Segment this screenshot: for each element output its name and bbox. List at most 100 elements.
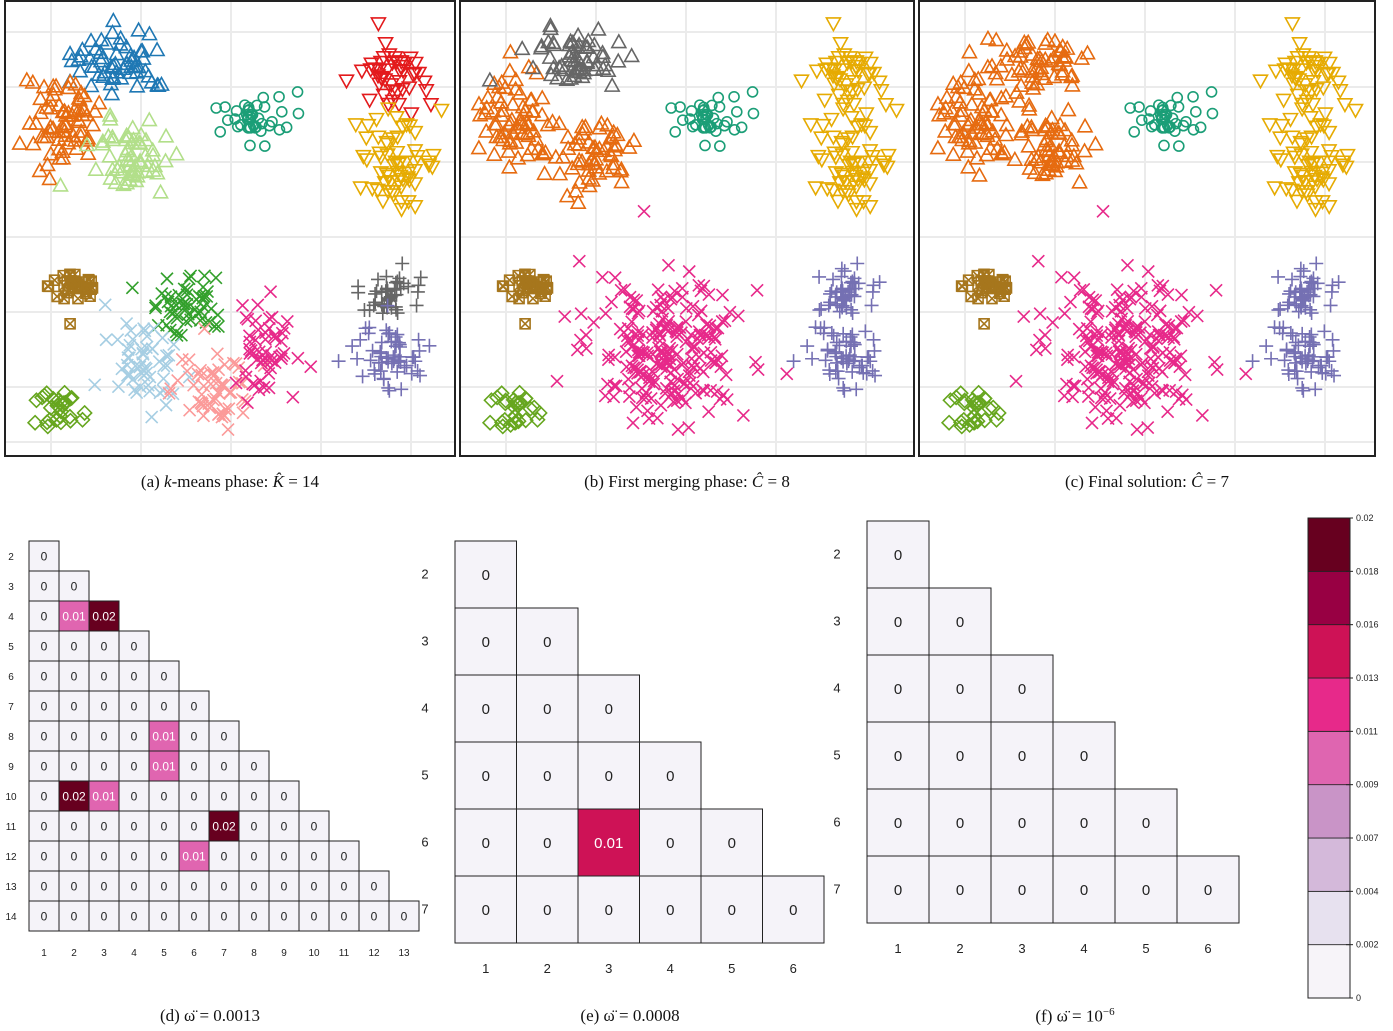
scatter-point <box>1285 328 1300 343</box>
scatter-point <box>148 301 163 315</box>
scatter-point <box>156 372 171 386</box>
scatter-point <box>32 90 49 106</box>
scatter-point <box>596 56 614 72</box>
scatter-point <box>390 274 405 289</box>
heatmap-cell <box>28 630 60 662</box>
colorbar-segment <box>1307 517 1351 572</box>
cell-value: 0 <box>251 909 258 923</box>
scatter-point <box>1316 107 1334 123</box>
scatter-point <box>846 276 861 291</box>
scatter-point <box>979 29 997 45</box>
scatter-point <box>573 152 591 168</box>
scatter-point <box>1051 41 1069 57</box>
cell-value: 0 <box>543 902 551 919</box>
scatter-point <box>1318 366 1333 381</box>
scatter-point <box>827 150 845 166</box>
scatter-point <box>304 360 318 374</box>
scatter-point <box>679 301 693 315</box>
scatter-point <box>1252 74 1269 90</box>
cell-value: 0 <box>161 699 168 713</box>
scatter-point <box>1293 137 1311 153</box>
scatter-point <box>554 148 572 164</box>
scatter-point <box>620 333 635 348</box>
scatter-point <box>493 106 510 122</box>
scatter-point <box>478 99 496 115</box>
scatter-point <box>1320 125 1338 141</box>
scatter-point <box>1207 355 1222 369</box>
cell-value: 0 <box>728 902 736 919</box>
heatmap-cell <box>1052 721 1116 790</box>
scatter-point <box>410 284 425 299</box>
scatter-point <box>401 173 418 189</box>
scatter-point <box>411 332 426 347</box>
scatter-cluster <box>955 268 1013 330</box>
scatter-point <box>719 368 733 382</box>
scatter-point <box>996 143 1013 159</box>
scatter-point <box>125 281 139 295</box>
cell-value: 0 <box>666 835 674 852</box>
scatter-point <box>522 400 539 417</box>
scatter-point <box>728 90 740 103</box>
scatter-point <box>835 281 850 296</box>
scatter-cluster <box>786 256 887 398</box>
cell-value: 0.02 <box>62 789 86 803</box>
scatter-point <box>696 113 709 126</box>
scatter-point <box>121 342 135 357</box>
colorbar-segment <box>1307 784 1351 839</box>
scatter-point <box>1063 136 1081 152</box>
cell-value: 0 <box>894 547 902 564</box>
scatter-point <box>864 298 879 313</box>
scatter-point <box>829 335 844 350</box>
cell-value: 0 <box>41 879 48 893</box>
scatter-point <box>548 69 566 85</box>
heatmap-f: 2 0 3 0 0 4 0 0 0 5 0 0 0 0 6 0 0 0 0 0 7 0 0 0 0 0 0 1 2 3 4 5 6 <box>833 520 1240 956</box>
scatter-point <box>1305 335 1320 350</box>
scatter-point <box>620 138 638 154</box>
cell-value: 0 <box>311 879 318 893</box>
scatter-point <box>970 84 988 100</box>
scatter-point <box>678 376 692 390</box>
scatter-point <box>194 395 208 410</box>
scatter-point <box>1043 124 1060 140</box>
scatter-point <box>1027 150 1045 166</box>
scatter-point <box>383 78 400 94</box>
scatter-cluster <box>470 43 643 210</box>
cell-value: 0 <box>1080 882 1088 899</box>
scatter-point <box>861 177 879 193</box>
heatmap-cell <box>208 810 240 842</box>
scatter-point <box>359 118 377 134</box>
scatter-point <box>476 104 494 120</box>
scatter-point <box>1054 62 1072 78</box>
scatter-point <box>388 110 405 127</box>
row-label: 3 <box>8 582 14 593</box>
heatmap-cell <box>928 788 992 857</box>
scatter-point <box>959 116 977 132</box>
scatter-point <box>1281 363 1296 378</box>
scatter-point <box>513 292 525 305</box>
scatter-point <box>976 412 993 429</box>
scatter-point <box>1033 52 1051 68</box>
heatmap-cell <box>208 720 240 752</box>
heatmap-cell <box>298 810 330 842</box>
scatter-point <box>868 368 883 383</box>
scatter-plot-a <box>6 2 454 455</box>
scatter-point <box>131 152 149 168</box>
scatter-point <box>517 412 534 429</box>
scatter-point <box>75 101 92 117</box>
scatter-point <box>936 122 954 138</box>
scatter-point <box>379 148 396 164</box>
scatter-point <box>1295 380 1310 395</box>
scatter-point <box>400 81 418 97</box>
scatter-point <box>1101 371 1115 385</box>
row-label: 3 <box>421 634 428 649</box>
scatter-point <box>1187 124 1200 136</box>
scatter-point <box>843 329 858 344</box>
scatter-point <box>839 94 857 110</box>
cell-value: 0 <box>41 549 48 563</box>
scatter-point <box>413 270 428 285</box>
scatter-point <box>1086 302 1100 316</box>
heatmap-cell <box>298 870 330 902</box>
scatter-point <box>1293 102 1311 118</box>
cell-value: 0 <box>482 701 490 718</box>
scatter-point <box>1307 195 1324 211</box>
